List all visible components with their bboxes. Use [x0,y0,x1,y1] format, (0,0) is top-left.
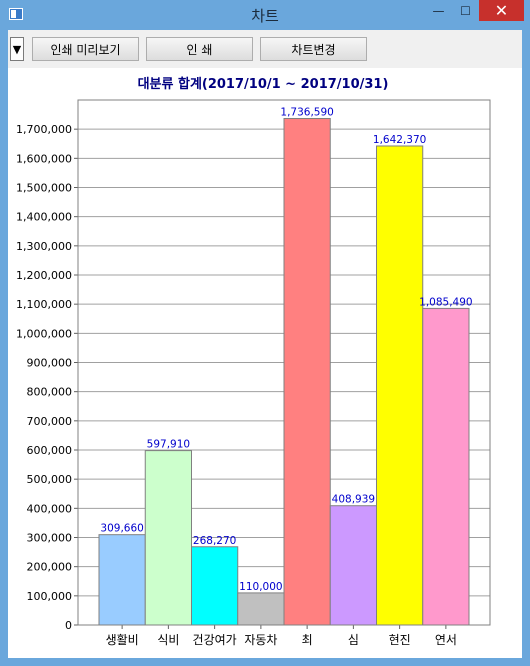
bar-value-label: 309,660 [100,523,143,535]
print-preview-button[interactable]: 인쇄 미리보기 [32,37,139,61]
bar-value-label: 268,270 [193,535,236,547]
y-tick-label: 800,000 [27,386,73,399]
y-tick-label: 900,000 [27,357,73,370]
close-button[interactable]: ✕ [479,0,524,21]
bar [376,145,424,626]
bar [329,505,377,626]
y-axis-ticks: 0 100,000 200,000 300,000 400,000 500,000 600,… [16,123,78,632]
bar-chart: 대분류 합계(2017/10/1 ~ 2017/10/31) 309,660 59… [16,76,491,647]
bar-value-label: 110,000 [239,581,282,593]
bar-value-label: 1,085,490 [419,296,472,308]
maximize-button[interactable]: ☐ [460,3,471,18]
y-tick-label: 100,000 [27,590,73,603]
bar [98,534,146,626]
y-tick-label: 200,000 [27,561,73,574]
y-tick-label: 300,000 [27,532,73,545]
minimize-button[interactable]: — [432,3,445,18]
bars: 309,660 597,910 268,270 110,000 1,736,590 408… [98,106,473,626]
title-bar[interactable]: 차트 — ☐ ✕ [0,0,530,30]
y-tick-label: 500,000 [27,473,73,486]
y-tick-label: 700,000 [27,415,73,428]
y-tick-label: 1,100,000 [16,298,72,311]
x-tick-label: 생활비 [106,633,139,647]
y-tick-label: 600,000 [27,444,73,457]
chart-title: 대분류 합계(2017/10/1 ~ 2017/10/31) [138,76,389,92]
x-tick-label: 최 [302,633,313,647]
y-tick-label: 1,600,000 [16,152,72,165]
print-button[interactable]: 인 쇄 [146,37,253,61]
x-tick-label: 연서 [435,633,457,647]
window-title: 차트 [251,7,279,25]
client-area: ▼ 인쇄 미리보기 인 쇄 차트변경 대분류 합계(2017/10/1 ~ 20… [8,30,522,658]
x-tick-label: 식비 [157,633,179,647]
y-tick-label: 400,000 [27,502,73,515]
y-tick-label: 0 [65,619,72,632]
y-tick-label: 1,700,000 [16,123,72,136]
bar [191,546,239,626]
bar [144,450,192,626]
x-tick-label: 자동차 [244,633,277,647]
app-icon[interactable] [9,8,23,20]
y-tick-label: 1,300,000 [16,240,72,253]
y-tick-label: 1,400,000 [16,211,72,224]
x-axis-ticks: 생활비 식비 건강여가 자동차 최 심 현진 연서 [106,625,457,647]
bar [237,592,285,626]
x-tick-label: 현진 [389,633,411,647]
chart-area: 대분류 합계(2017/10/1 ~ 2017/10/31) 309,660 59… [8,68,522,658]
change-chart-button[interactable]: 차트변경 [260,37,367,61]
x-tick-label: 심 [348,633,359,647]
x-tick-label: 건강여가 [193,633,237,647]
bar-value-label: 1,736,590 [280,106,333,118]
bar-value-label: 1,642,370 [373,134,426,146]
bar-value-label: 408,939 [332,494,375,506]
bar-value-label: 597,910 [147,439,190,451]
y-tick-label: 1,200,000 [16,269,72,282]
plot-frame [77,99,491,626]
toolbar: ▼ 인쇄 미리보기 인 쇄 차트변경 [8,30,522,68]
bar [422,307,470,626]
y-tick-label: 1,000,000 [16,327,72,340]
bar [283,117,331,626]
y-tick-label: 1,500,000 [16,182,72,195]
options-dropdown-button[interactable]: ▼ [10,37,24,61]
